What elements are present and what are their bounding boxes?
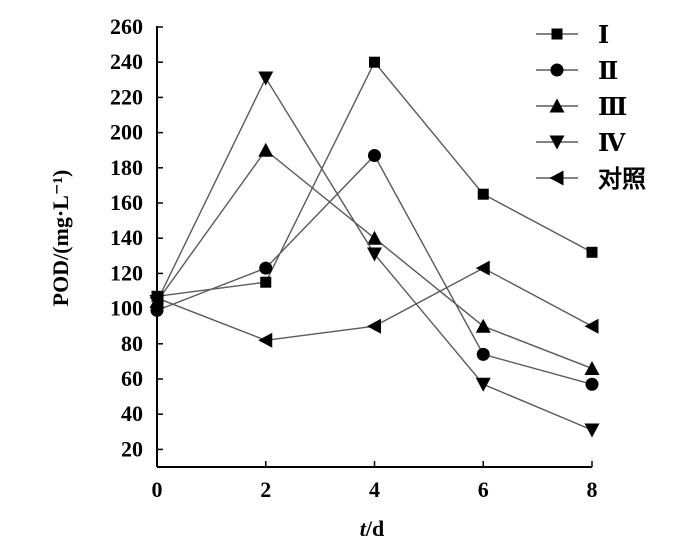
series-3-point-6 [475, 318, 491, 333]
series-1-point-2 [260, 276, 272, 288]
series-2-point-2 [259, 261, 273, 275]
y-tick-label-220: 220 [110, 84, 143, 109]
x-tick-label-2: 2 [260, 477, 271, 502]
series-5 [149, 260, 599, 348]
legend: Ⅰ Ⅱ Ⅲ Ⅳ 对照 [536, 23, 646, 193]
series-4-point-2 [258, 71, 274, 86]
series-2-point-4 [368, 148, 381, 162]
y-axis-ticks: 20 40 60 80 100 120 140 160 180 200 220 240 260 [110, 14, 163, 461]
x-tick-label-4: 4 [369, 477, 380, 502]
series-3 [149, 142, 600, 375]
x-tick-label-8: 8 [587, 477, 598, 502]
y-tick-label-200: 200 [110, 120, 143, 145]
series-5-point-6 [475, 260, 490, 276]
legend-item-5: 对照 [536, 166, 646, 193]
series-5-point-8 [584, 318, 599, 334]
y-tick-label-160: 160 [110, 190, 143, 215]
legend-label-4: Ⅳ [598, 131, 626, 157]
y-tick-label-240: 240 [110, 49, 143, 74]
legend-item-3: Ⅲ [536, 95, 627, 121]
y-tick-label-180: 180 [110, 155, 143, 180]
x-axis-title-unit: /d [365, 516, 384, 541]
y-axis-title: POD/(mg·L⁻¹) [48, 170, 73, 307]
series-1-point-8 [586, 246, 598, 258]
series-5-point-0 [149, 290, 164, 306]
x-axis-ticks: 0 2 4 6 8 [152, 461, 598, 502]
legend-item-4: Ⅳ [536, 131, 626, 157]
y-tick-label-100: 100 [110, 296, 143, 321]
x-axis-title: t/d [360, 516, 384, 541]
y-tick-label-60: 60 [121, 366, 143, 391]
legend-item-1: Ⅰ [536, 23, 609, 49]
series-2-point-6 [476, 347, 490, 361]
series-3-point-2 [258, 142, 274, 157]
series-1-point-4 [369, 56, 380, 68]
series-3-point-8 [584, 360, 600, 375]
y-tick-label-20: 20 [121, 436, 143, 461]
series-1 [151, 56, 598, 302]
x-tick-label-0: 0 [152, 477, 163, 502]
y-tick-label-80: 80 [121, 331, 143, 356]
legend-marker-2 [550, 63, 564, 77]
y-tick-label-140: 140 [110, 225, 143, 250]
series-3-point-4 [367, 230, 382, 245]
series-4-point-4 [367, 247, 382, 262]
legend-marker-1 [551, 28, 563, 40]
legend-item-2: Ⅱ [536, 59, 618, 85]
y-tick-label-40: 40 [121, 401, 143, 426]
axes [156, 26, 592, 468]
x-tick-label-6: 6 [478, 477, 489, 502]
y-tick-label-260: 260 [110, 14, 143, 39]
legend-marker-3 [549, 98, 565, 113]
series-5-point-2 [258, 332, 273, 348]
series-4-point-6 [475, 377, 491, 392]
series-5-point-4 [367, 318, 381, 334]
legend-label-1: Ⅰ [598, 23, 609, 49]
y-tick-label-120: 120 [110, 260, 143, 285]
legend-label-3: Ⅲ [598, 95, 627, 121]
legend-marker-4 [549, 135, 565, 150]
series-2-point-8 [585, 377, 599, 391]
series-2-line [156, 154, 593, 385]
series-4-point-8 [584, 423, 600, 438]
legend-marker-5 [549, 170, 564, 186]
series-group [149, 56, 600, 438]
x-axis-title-italic: t [360, 516, 367, 541]
legend-label-2: Ⅱ [598, 59, 618, 85]
series-2 [150, 148, 599, 391]
legend-label-5: 对照 [598, 166, 646, 193]
series-4 [149, 71, 600, 438]
series-1-point-6 [477, 188, 489, 200]
